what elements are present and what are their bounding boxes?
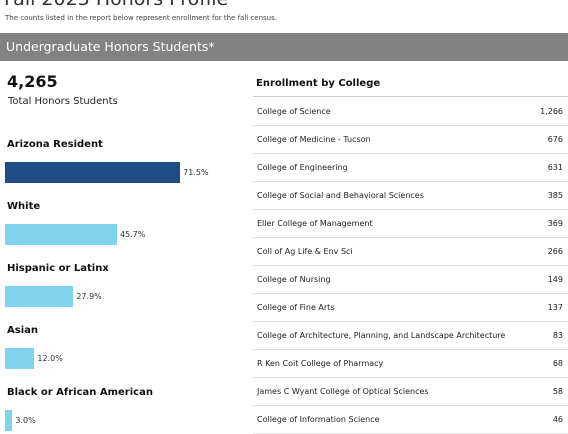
row-divider [253,405,568,406]
demo-bar[interactable] [5,162,181,183]
demo-bar[interactable] [5,286,74,307]
page-title: Fall 2025 Honors Profile [4,0,228,10]
college-name: College of Engineering [257,163,348,172]
college-count: 149 [547,275,563,284]
section-header-label: Undergraduate Honors Students* [6,39,215,54]
demo-label: Hispanic or Latinx [7,263,109,274]
college-name: College of Fine Arts [257,303,335,312]
college-count: 137 [547,303,563,312]
total-honors-label: Total Honors Students [8,96,118,107]
table-row[interactable]: College of Architecture, Planning, and L… [253,322,568,350]
row-divider [253,377,568,378]
table-row[interactable]: R Ken Coit College of Pharmacy 68 [253,350,568,378]
demo-bar[interactable] [5,410,13,431]
college-count: 58 [552,387,563,396]
college-name: College of Medicine - Tucson [257,135,371,144]
college-name: College of Architecture, Planning, and L… [257,331,506,340]
college-count: 1,266 [540,107,563,116]
table-row[interactable]: James C Wyant College of Optical Science… [253,378,568,406]
row-divider [253,181,568,182]
college-name: James C Wyant College of Optical Science… [257,387,429,396]
college-name: R Ken Coit College of Pharmacy [257,359,384,368]
table-row[interactable]: College of Engineering 631 [253,154,568,182]
demo-bar[interactable] [5,224,117,245]
demo-label: Asian [7,325,38,336]
page-subtitle: The counts listed in the report below re… [5,14,277,22]
demo-percent: 12.0% [37,354,63,363]
row-divider [253,209,568,210]
demo-percent: 3.0% [15,416,36,425]
table-row[interactable]: College of Science 1,266 [253,98,568,126]
college-count: 676 [547,135,563,144]
college-name: College of Social and Behavioral Science… [257,191,424,200]
college-count: 83 [552,331,563,340]
college-name: College of Science [257,107,331,116]
college-count: 68 [552,359,563,368]
college-count: 369 [547,219,563,228]
row-divider [253,153,568,154]
row-divider [253,265,568,266]
table-row[interactable]: College of Fine Arts 137 [253,294,568,322]
demo-percent: 71.5% [183,168,209,177]
college-name: College of Nursing [257,275,331,284]
college-name: Eller College of Management [257,219,373,228]
demo-percent: 45.7% [119,230,146,239]
demo-percent: 27.9% [76,292,102,301]
table-row[interactable]: College of Social and Behavioral Science… [253,182,568,210]
table-row[interactable]: Eller College of Management 369 [253,210,568,238]
college-name: College of Information Science [257,415,380,424]
college-name: Coll of Ag Life & Env Sci [257,247,353,256]
table-row[interactable]: Coll of Ag Life & Env Sci 266 [253,238,568,266]
college-count: 385 [547,191,563,200]
row-divider [253,321,568,322]
row-divider [253,125,568,126]
demo-bar[interactable] [5,348,35,369]
college-count: 631 [547,163,563,172]
demo-label: White [7,201,41,212]
row-divider [253,237,568,238]
header-divider [253,96,568,97]
section-header-bar: Undergraduate Honors Students* [0,33,568,61]
demo-label: Arizona Resident [7,139,103,150]
enrollment-by-college-title: Enrollment by College [256,78,381,89]
total-honors-value: 4,265 [7,72,58,91]
demo-label: Black or African American [7,387,153,398]
college-count: 266 [547,247,563,256]
table-row[interactable]: College of Medicine - Tucson 676 [253,126,568,154]
row-divider [253,293,568,294]
row-divider [253,349,568,350]
table-row[interactable]: College of Information Science 46 [253,406,568,434]
college-count: 46 [552,415,563,424]
table-row[interactable]: College of Nursing 149 [253,266,568,294]
